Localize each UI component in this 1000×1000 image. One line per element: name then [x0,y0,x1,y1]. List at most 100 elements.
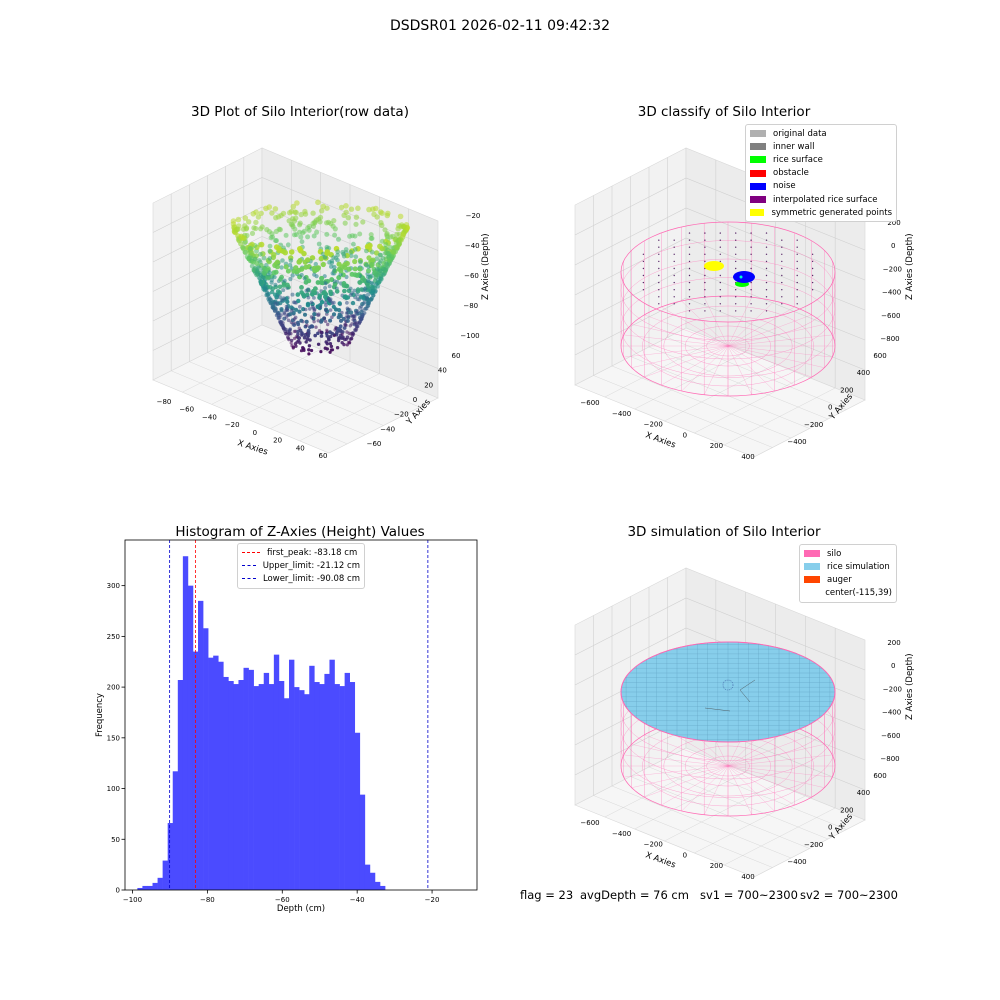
histogram-bar [380,885,386,890]
raw-point [337,301,342,306]
raw-point [384,231,390,237]
raw-point [255,269,260,274]
raw-point [305,323,309,327]
grid-line [299,385,409,442]
raw-point [366,206,372,213]
raw-point [342,288,347,294]
interpolated-surface-point [750,267,752,270]
silo-floor-spoke [727,324,825,347]
interpolated-surface-point [765,239,768,241]
raw-point [285,282,290,288]
classify-plot-title: 3D classify of Silo Interior [637,104,811,120]
histogram-bar [324,673,330,890]
raw-point [316,241,322,247]
raw-point [272,274,277,280]
sim-z-tick: 0 [891,662,895,670]
silo-floor-spoke [704,297,729,347]
histogram-bar [278,681,285,890]
classify-legend-item: inner wall [750,140,892,153]
interpolated-surface-point [673,296,675,298]
raw-point [325,330,329,334]
raw-point [302,208,308,215]
histogram-bar [359,794,366,890]
raw-point [371,293,376,298]
raw-point [279,313,283,317]
histogram-bar [344,672,350,890]
interpolated-surface-point [719,274,721,277]
raw-point [338,336,342,340]
interpolated-surface-point [658,281,660,284]
raw-point [323,300,328,305]
raw-point [310,305,315,309]
raw-point [287,262,293,268]
interpolated-surface-point [796,239,798,241]
interpolated-surface-point [673,260,675,263]
sim-z-tick: −400 [882,709,901,717]
raw-point [254,272,259,278]
legend-swatch [804,590,818,597]
interpolated-surface-point [673,253,675,255]
grid-line [724,387,836,446]
interpolated-surface-point [642,289,645,291]
raw-point [332,232,338,238]
interpolated-surface-point [688,253,691,255]
raw-point [355,287,361,292]
histogram-bar [263,672,270,890]
raw-point [274,259,281,265]
interpolated-surface-point [704,303,706,305]
histogram-bar [253,686,259,890]
interpolated-surface-point [750,296,752,298]
legend-label: inner wall [773,141,815,152]
histogram-bar [223,676,229,890]
raw-point [305,257,311,263]
center-marker [722,679,734,691]
raw-point-cloud [230,199,411,356]
raw-point [315,304,320,309]
raw-point [259,224,265,230]
raw-point [296,320,300,325]
histogram-bar [243,667,249,890]
classify-z-tick: 0 [891,242,895,250]
raw-point [330,315,334,320]
raw-point [297,326,301,330]
raw-point [268,285,273,290]
raw-point [341,316,346,321]
raw-point [380,255,386,261]
interpolated-surface-point [704,239,706,241]
interpolated-surface-point [796,260,798,263]
raw-point [311,233,317,239]
raw-point [308,338,312,342]
raw-xlabel: X Axies [236,438,269,457]
raw-point [257,272,263,277]
raw-point [305,303,311,308]
classify-markers [704,261,755,287]
histogram-ylabel: Frequency [95,693,105,737]
raw-point [312,312,317,317]
interpolated-surface-point [704,310,706,312]
raw-point [328,318,333,323]
raw-point [379,238,385,244]
raw-point [306,333,310,337]
histogram-bar [167,823,174,890]
raw-point [301,250,307,257]
raw-point [378,220,384,226]
raw-point [323,319,328,324]
legend-swatch [750,143,766,151]
raw-point [270,302,275,308]
center-marker [739,275,743,279]
interpolated-surface-point [704,253,706,255]
raw-tick-labels: −80 −60 −40 −20 0 20 40 60 60 40 20 0 −20 −40 −60 −20 −4… [157,212,481,460]
raw-point [317,329,322,333]
silo-floor-spoke [727,765,775,812]
raw-point [312,272,317,277]
silo-floor-spoke [727,345,833,358]
raw-point [312,296,316,300]
interpolated-surface-point [750,310,752,312]
sim-tick-labels: −600 −400 −200 0 200 400 600 400 200 0 −200 −400 200… [580,639,902,880]
raw-point [251,225,257,231]
classify-y-tick: 0 [828,404,832,412]
raw-point [316,312,321,317]
raw-point [305,234,311,240]
interpolated-surface-point [735,303,737,305]
raw-point [366,268,371,274]
